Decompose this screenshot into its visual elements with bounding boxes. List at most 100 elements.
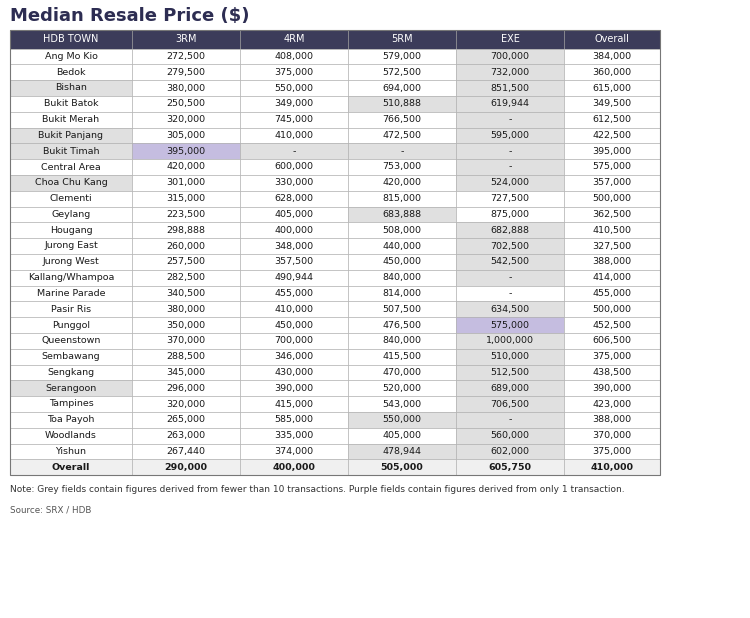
Bar [564,96,660,112]
Bar [348,302,456,317]
Text: 282,500: 282,500 [166,273,206,282]
Bar [348,30,456,48]
Text: 384,000: 384,000 [592,52,632,61]
Bar [132,459,240,475]
Bar [132,30,240,48]
Text: -: - [509,289,512,298]
Bar [348,459,456,475]
Text: Overall: Overall [52,463,90,472]
Bar [132,222,240,238]
Text: Pasir Ris: Pasir Ris [51,305,91,314]
Bar [240,30,348,48]
Text: 267,440: 267,440 [166,447,206,456]
Text: 395,000: 395,000 [592,146,632,156]
Bar [456,302,564,317]
Bar [240,412,348,428]
Text: 5RM: 5RM [392,34,412,44]
Text: Toa Payoh: Toa Payoh [47,415,94,425]
Bar [564,143,660,159]
Text: 320,000: 320,000 [166,115,206,124]
Text: 606,500: 606,500 [592,336,632,345]
Text: Note: Grey fields contain figures derived from fewer than 10 transactions. Purpl: Note: Grey fields contain figures derive… [10,485,625,494]
Text: 851,500: 851,500 [490,83,530,93]
Bar [10,254,132,269]
Text: 450,000: 450,000 [382,257,422,266]
Bar [456,112,564,127]
Bar [456,269,564,286]
Text: 388,000: 388,000 [592,257,632,266]
Bar [10,64,132,80]
Text: 350,000: 350,000 [166,321,206,329]
Text: 745,000: 745,000 [274,115,314,124]
Text: 575,000: 575,000 [592,163,632,172]
Text: Ang Mo Kio: Ang Mo Kio [44,52,98,61]
Bar [10,349,132,365]
Text: -: - [509,273,512,282]
Text: 405,000: 405,000 [274,210,314,219]
Bar [10,127,132,143]
Text: 875,000: 875,000 [490,210,530,219]
Bar [132,206,240,222]
Text: 500,000: 500,000 [592,194,632,203]
Bar [132,127,240,143]
Bar [10,302,132,317]
Text: 348,000: 348,000 [274,242,314,250]
Text: 753,000: 753,000 [382,163,422,172]
Bar [564,302,660,317]
Text: 450,000: 450,000 [274,321,314,329]
Bar [240,80,348,96]
Text: 380,000: 380,000 [166,83,206,93]
Bar [132,412,240,428]
Bar [456,412,564,428]
Text: 374,000: 374,000 [274,447,314,456]
Bar [348,380,456,396]
Bar [348,269,456,286]
Text: 395,000: 395,000 [166,146,206,156]
Bar [456,143,564,159]
Text: Central Area: Central Area [41,163,101,172]
Text: Jurong West: Jurong West [43,257,99,266]
Text: 263,000: 263,000 [166,431,206,440]
Bar [240,396,348,412]
Bar [240,112,348,127]
Text: -: - [509,163,512,172]
Bar [456,175,564,191]
Bar [10,428,132,444]
Text: Choa Chu Kang: Choa Chu Kang [34,179,107,187]
Text: 223,500: 223,500 [166,210,206,219]
Bar [132,64,240,80]
Bar [456,127,564,143]
Text: 452,500: 452,500 [592,321,632,329]
Text: 349,000: 349,000 [274,99,314,108]
Bar [10,112,132,127]
Text: 508,000: 508,000 [382,226,422,235]
Text: 520,000: 520,000 [382,384,422,392]
Bar [10,317,132,333]
Text: Serangoon: Serangoon [45,384,97,392]
Text: Woodlands: Woodlands [45,431,97,440]
Bar [10,191,132,206]
Text: 605,750: 605,750 [488,463,532,472]
Bar [456,254,564,269]
Bar [348,96,456,112]
Bar [348,48,456,64]
Text: 619,944: 619,944 [490,99,530,108]
Text: 500,000: 500,000 [592,305,632,314]
Bar [348,80,456,96]
Bar [564,459,660,475]
Text: 327,500: 327,500 [592,242,632,250]
Text: 4RM: 4RM [284,34,304,44]
Bar [456,48,564,64]
Bar [240,175,348,191]
Text: 702,500: 702,500 [490,242,530,250]
Bar [348,349,456,365]
Bar [132,48,240,64]
Bar [10,143,132,159]
Text: 575,000: 575,000 [490,321,530,329]
Text: 510,888: 510,888 [382,99,422,108]
Text: 706,500: 706,500 [490,399,530,408]
Bar [10,48,132,64]
Bar [10,412,132,428]
Bar [132,286,240,302]
Bar [564,254,660,269]
